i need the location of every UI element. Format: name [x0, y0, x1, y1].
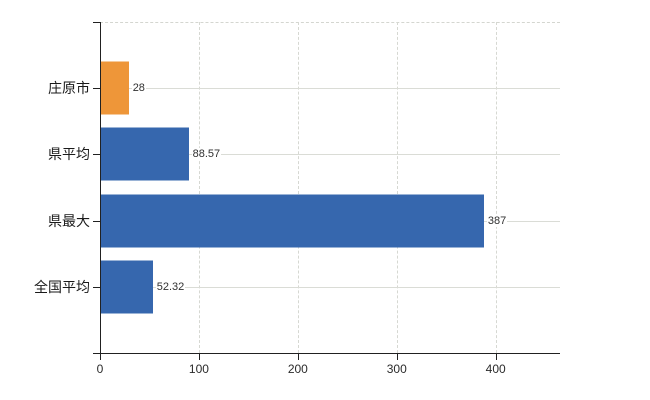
- bar-2: [101, 194, 484, 248]
- value-label: 52.32: [155, 280, 186, 293]
- bar-3: [101, 260, 153, 314]
- value-label: 88.57: [191, 148, 222, 161]
- y-axis-tick: [93, 22, 100, 23]
- x-tick-label: 100: [188, 362, 209, 376]
- category-label: 庄原市: [48, 80, 90, 97]
- x-tick-label: 0: [96, 362, 104, 376]
- x-axis-line: [93, 353, 560, 354]
- x-tick-label: 400: [485, 362, 506, 376]
- y-axis-line: [100, 22, 101, 360]
- category-label: 県最大: [48, 212, 90, 229]
- x-axis-tick: [198, 354, 200, 360]
- y-axis-tick: [93, 154, 100, 156]
- bar-0: [101, 61, 129, 115]
- x-axis-tick: [396, 354, 398, 360]
- gridline-horizontal: [101, 154, 560, 156]
- x-axis-tick: [495, 354, 497, 360]
- gridline-vertical: [495, 22, 497, 353]
- gridline-horizontal: [101, 286, 560, 288]
- value-label: 28: [131, 82, 146, 95]
- x-axis-tick: [297, 354, 299, 360]
- gridline-horizontal: [101, 88, 560, 90]
- value-label: 387: [486, 214, 508, 227]
- y-axis-tick: [93, 88, 100, 90]
- x-tick-label: 200: [287, 362, 308, 376]
- y-axis-tick: [93, 220, 100, 222]
- gridline-vertical: [198, 22, 200, 353]
- x-axis-tick: [100, 354, 101, 360]
- x-tick-label: 300: [386, 362, 407, 376]
- plot-area: [100, 22, 560, 354]
- category-label: 県平均: [48, 146, 90, 163]
- gridline-vertical: [297, 22, 299, 353]
- y-axis-tick: [93, 286, 100, 288]
- gridline-vertical: [396, 22, 398, 353]
- bar-1: [101, 127, 189, 181]
- category-label: 全国平均: [34, 278, 90, 295]
